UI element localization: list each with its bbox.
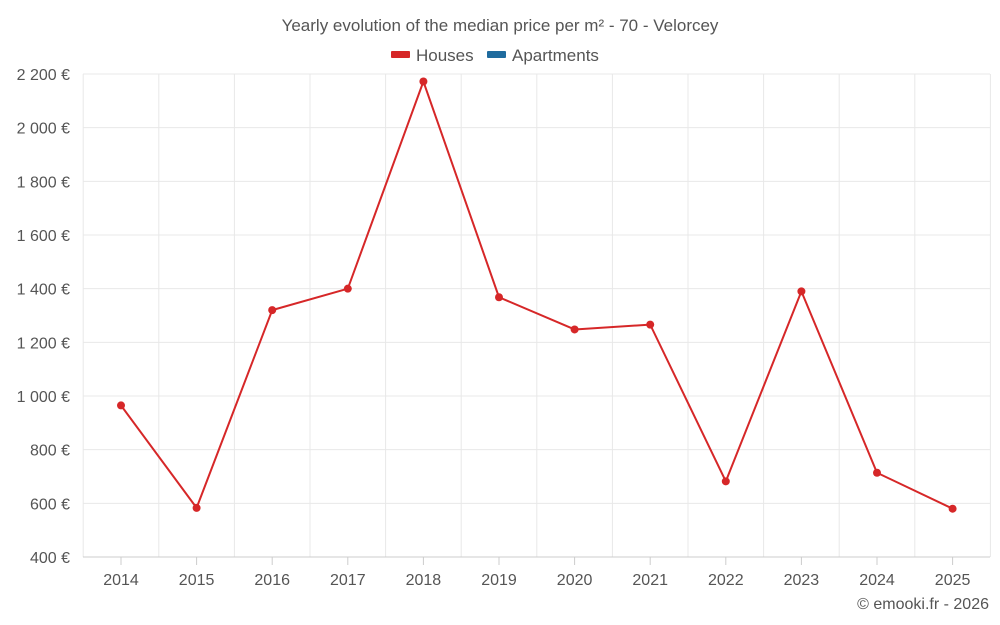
y-tick-label: 1 800 € — [17, 174, 70, 191]
series-line-houses — [120, 80, 954, 510]
x-tick-label: 2015 — [179, 572, 215, 589]
y-tick-label: 1 400 € — [17, 282, 70, 299]
x-tick-label: 2018 — [406, 572, 442, 589]
y-axis-labels: 400 € 600 € 800 € 1 000 € 1 200 € 1 400 € 1 60… — [17, 67, 70, 567]
x-axis: 2014 2015 2016 2017 2018 2019 2020 2021 2022 2023… — [83, 556, 990, 589]
y-tick-label: 400 € — [30, 550, 70, 567]
credit-text: © emooki.fr - 2026 — [857, 596, 989, 613]
data-point[interactable] — [646, 320, 655, 329]
data-point[interactable] — [797, 287, 806, 296]
data-point[interactable] — [117, 401, 125, 410]
data-point[interactable] — [192, 503, 201, 512]
y-tick-label: 800 € — [30, 443, 70, 460]
legend: Houses Apartments — [391, 46, 599, 65]
y-tick-label: 1 200 € — [17, 335, 70, 352]
x-tick-label: 2016 — [254, 572, 290, 589]
x-tick-label: 2022 — [708, 572, 744, 589]
legend-swatch-apartments — [487, 51, 506, 58]
x-tick-label: 2021 — [632, 572, 668, 589]
data-point[interactable] — [721, 477, 730, 486]
y-tick-label: 2 200 € — [17, 67, 70, 84]
x-tick-label: 2023 — [784, 572, 820, 589]
data-point[interactable] — [948, 504, 957, 513]
data-point[interactable] — [343, 284, 352, 293]
x-tick-label: 2025 — [935, 572, 971, 589]
x-tick-label: 2020 — [557, 572, 593, 589]
legend-item-apartments[interactable]: Apartments — [487, 46, 599, 65]
y-tick-label: 600 € — [30, 496, 70, 513]
y-tick-label: 1 600 € — [17, 228, 70, 245]
chart-title: Yearly evolution of the median price per… — [282, 16, 719, 35]
y-tick-label: 1 000 € — [17, 389, 70, 406]
series-houses — [117, 77, 957, 513]
x-tick-label: 2017 — [330, 572, 366, 589]
data-point[interactable] — [419, 77, 428, 86]
legend-item-houses[interactable]: Houses — [391, 46, 474, 65]
data-point[interactable] — [495, 293, 503, 302]
data-point[interactable] — [873, 468, 881, 477]
x-gridlines — [82, 74, 991, 557]
x-tick-label: 2024 — [859, 572, 895, 589]
x-tick-label: 2019 — [481, 572, 517, 589]
legend-label-houses: Houses — [416, 46, 474, 65]
y-tick-label: 2 000 € — [17, 121, 70, 138]
x-tick-label: 2014 — [103, 572, 139, 589]
legend-swatch-houses — [391, 51, 410, 58]
data-point[interactable] — [570, 325, 579, 334]
legend-label-apartments: Apartments — [512, 46, 599, 65]
data-point[interactable] — [268, 306, 277, 315]
